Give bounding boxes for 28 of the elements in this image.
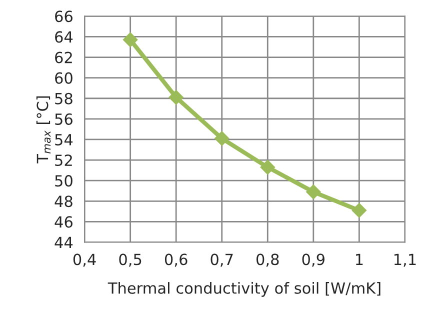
point <box>260 160 276 175</box>
point <box>352 202 367 218</box>
y-tick-label: 62 <box>55 52 72 64</box>
x-tick-label: 0,5 <box>119 254 142 267</box>
x-tick-label: 0,6 <box>164 254 188 267</box>
point <box>306 184 321 200</box>
y-tick-label: 54 <box>55 134 73 146</box>
y-axis-title: T$_{max}$ [°C] <box>36 96 51 164</box>
x-tick-label: 0,7 <box>210 254 233 267</box>
y-tick-label: 60 <box>55 72 72 84</box>
y-tick-label: 58 <box>55 92 72 104</box>
y-tick-label: 66 <box>55 10 72 22</box>
x-tick-label: 1,1 <box>394 254 416 267</box>
y-tick-label: 46 <box>54 216 72 228</box>
y-tick-label: 50 <box>55 175 72 187</box>
x-tick-label: 1 <box>356 254 363 265</box>
x-tick-label: 0,9 <box>302 254 324 267</box>
point <box>168 90 184 105</box>
y-tick-label: 52 <box>55 154 72 166</box>
point <box>122 32 138 48</box>
y-tick-label: 44 <box>54 236 73 248</box>
x-tick-label: 0,8 <box>256 254 279 267</box>
y-tick-label: 64 <box>55 31 73 43</box>
x-tick-label: 0,4 <box>73 254 96 267</box>
x-axis-title: Thermal conductivity of soil [W/mK] <box>108 282 380 297</box>
y-tick-label: 56 <box>55 113 72 125</box>
point <box>214 131 230 146</box>
y-tick-label: 48 <box>54 196 72 208</box>
